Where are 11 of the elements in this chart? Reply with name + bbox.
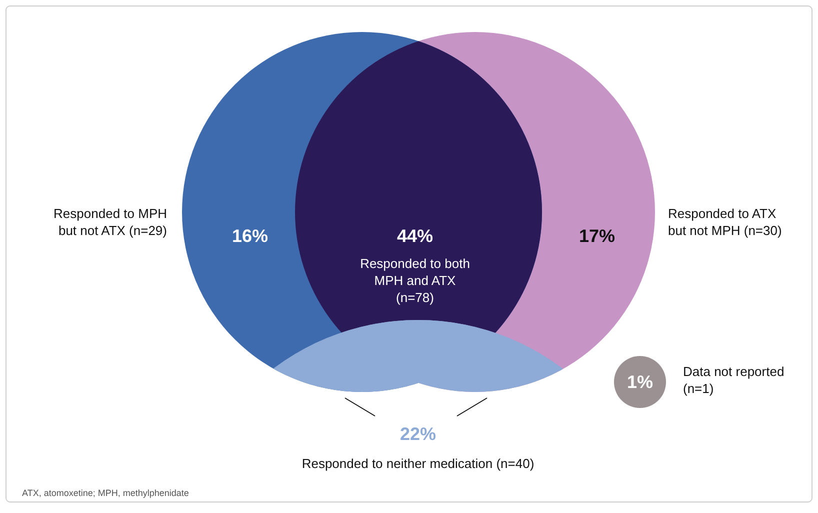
category-label: Responded to MPH but not ATX (n=29)	[54, 206, 167, 238]
category-label: Responded to neither medication (n=40)	[302, 456, 534, 471]
data-label: 16%	[232, 226, 268, 246]
text: ATX, atomoxetine; MPH, methylphenidate	[22, 488, 189, 498]
data-label: 17%	[578, 226, 616, 246]
category-label: Responded to both MPH and ATX (n=78)	[360, 256, 470, 305]
data-label: 1%	[626, 372, 654, 392]
data-label: 22%	[400, 424, 436, 444]
category-label: Responded to ATX but not MPH (n=30)	[668, 206, 782, 238]
data-label: 44%	[396, 226, 434, 246]
category-label: Data not reported (n=1)	[683, 364, 784, 396]
